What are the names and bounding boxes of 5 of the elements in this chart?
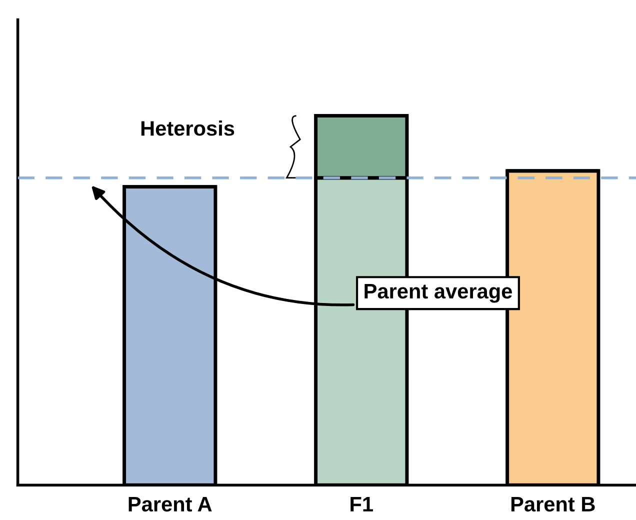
x-tick-label: Parent B <box>511 497 595 512</box>
x-tick-label: F1 <box>350 497 373 512</box>
x-tick-label: Parent A <box>128 497 212 512</box>
annotation: Parent average <box>364 284 512 303</box>
annotation: Heterosis <box>141 120 234 136</box>
